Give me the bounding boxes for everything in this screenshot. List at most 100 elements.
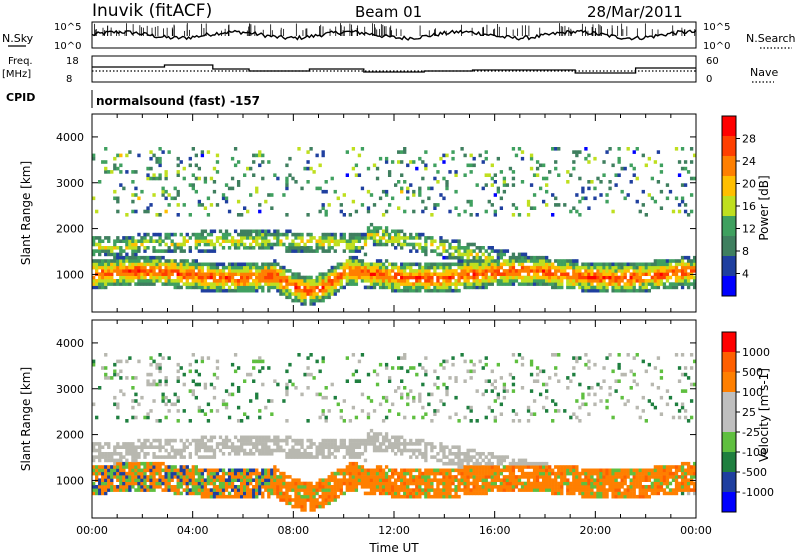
velocity-cell <box>152 438 156 443</box>
velocity-cell <box>164 382 168 387</box>
power-cell <box>107 272 111 276</box>
power-cell <box>288 242 292 247</box>
velocity-cell <box>445 488 449 492</box>
power-cell <box>164 279 168 283</box>
power-cell <box>463 279 467 283</box>
power-cell <box>421 249 425 253</box>
power-cell <box>517 255 522 260</box>
velocity-cell <box>487 461 491 466</box>
power-cell <box>113 246 117 250</box>
velocity-cell <box>279 471 283 476</box>
power-cell <box>206 249 211 253</box>
power-cell <box>224 229 229 234</box>
velocity-cell <box>348 468 353 473</box>
power-cell <box>306 232 310 237</box>
power-cell <box>318 239 322 243</box>
power-cell <box>424 239 428 243</box>
power-cell <box>508 272 513 276</box>
power-cell <box>351 232 356 237</box>
power-cell <box>496 269 500 273</box>
power-cell <box>354 163 359 168</box>
power-cell <box>273 242 277 247</box>
velocity-cell <box>390 442 395 446</box>
power-cell <box>409 275 413 280</box>
power-cell <box>674 196 679 201</box>
velocity-cell <box>324 455 328 459</box>
power-cell <box>164 176 168 181</box>
velocity-cell <box>212 455 217 459</box>
velocity-cell <box>406 448 410 453</box>
power-cell <box>394 282 398 286</box>
power-cell <box>233 147 238 151</box>
power-cell <box>221 269 226 273</box>
power-cell <box>390 262 395 267</box>
power-cell <box>617 147 621 151</box>
power-cell <box>581 186 585 191</box>
power-cell <box>466 282 470 286</box>
velocity-cell <box>442 448 446 453</box>
power-cell <box>261 272 265 276</box>
power-cell <box>375 226 380 230</box>
power-cell <box>218 275 223 280</box>
power-cell <box>321 295 325 300</box>
power-cell <box>191 232 195 237</box>
velocity-cell <box>252 488 256 492</box>
power-cell <box>98 236 102 240</box>
power-cell <box>258 269 262 273</box>
velocity-cell <box>333 442 337 446</box>
power-cell <box>626 193 630 197</box>
power-cell <box>647 156 651 161</box>
velocity-cell <box>360 392 365 397</box>
power-cell <box>378 242 383 247</box>
velocity-cell <box>224 494 229 499</box>
velocity-cell <box>119 481 123 486</box>
power-cell <box>602 265 606 270</box>
power-cell <box>291 232 295 237</box>
velocity-cell <box>209 455 214 459</box>
velocity-cell <box>324 498 328 502</box>
velocity-cell <box>200 359 205 364</box>
velocity-cell <box>511 458 516 463</box>
velocity-cell <box>321 442 325 446</box>
velocity-cell <box>394 478 398 482</box>
velocity-cell <box>270 478 274 482</box>
power-cell <box>146 259 150 263</box>
velocity-cell <box>270 399 274 403</box>
velocity-cell <box>261 478 265 482</box>
power-cell <box>587 153 591 158</box>
velocity-cell <box>191 481 195 486</box>
power-cell <box>406 285 410 290</box>
velocity-cell <box>170 455 174 459</box>
velocity-cell <box>520 475 525 479</box>
power-cell <box>511 170 516 174</box>
velocity-cell <box>107 475 111 479</box>
power-cell <box>255 279 259 283</box>
power-cell <box>529 166 534 171</box>
power-cell <box>481 262 485 267</box>
power-cell <box>297 236 301 240</box>
velocity-cell <box>526 488 531 492</box>
power-cell <box>203 262 208 267</box>
power-cell <box>140 275 144 280</box>
velocity-cell <box>469 468 473 473</box>
power-cell <box>330 285 334 290</box>
power-cell <box>511 255 516 260</box>
power-cell <box>656 275 661 280</box>
velocity-cell <box>372 438 377 443</box>
power-cell <box>252 153 256 158</box>
velocity-cell <box>469 405 473 410</box>
freq-panel: Freq. [MHz] 18 8 60 0 Nave <box>2 55 778 85</box>
velocity-cell <box>357 379 362 383</box>
velocity-cell <box>321 501 325 506</box>
power-cell <box>400 288 404 293</box>
power-cell <box>164 275 168 280</box>
power-cell <box>318 242 322 247</box>
velocity-cell <box>155 366 159 370</box>
velocity-cell <box>418 488 422 492</box>
power-cell <box>378 239 383 243</box>
power-cell <box>285 180 289 184</box>
power-cell <box>306 213 310 217</box>
velocity-cell <box>378 442 383 446</box>
velocity-cell <box>101 475 105 479</box>
power-cell <box>152 282 156 286</box>
